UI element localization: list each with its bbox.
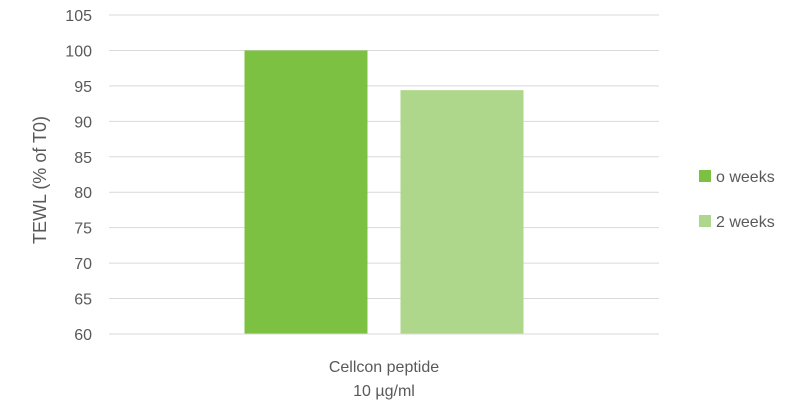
x-category-label: Cellcon peptide <box>329 359 439 376</box>
y-axis-tick-labels: 60 65 70 75 80 85 90 95 100 105 <box>65 8 92 344</box>
bar-o-weeks <box>244 50 368 334</box>
gridlines <box>109 14 659 300</box>
y-tick-label: 65 <box>74 292 92 309</box>
legend-label: o weeks <box>716 169 775 186</box>
y-axis-label: TEWL (% of T0) <box>30 116 50 244</box>
y-tick-label: 85 <box>74 150 92 167</box>
x-axis-category-labels: Cellcon peptide 10 µg/ml <box>329 359 439 400</box>
y-tick-label: 70 <box>74 256 92 273</box>
bars <box>244 50 524 335</box>
y-tick-label: 75 <box>74 221 92 238</box>
y-tick-label: 80 <box>74 185 92 202</box>
legend: o weeks 2 weeks <box>699 169 775 231</box>
bar-2-weeks <box>400 90 524 335</box>
y-tick-label: 95 <box>74 79 92 96</box>
legend-swatch <box>699 215 711 227</box>
y-tick-label: 90 <box>74 114 92 131</box>
y-tick-label: 100 <box>65 43 92 60</box>
legend-swatch <box>699 170 711 182</box>
legend-label: 2 weeks <box>716 214 775 231</box>
y-tick-label: 60 <box>74 327 92 344</box>
y-tick-label: 105 <box>65 8 92 25</box>
x-category-label: 10 µg/ml <box>353 383 415 400</box>
